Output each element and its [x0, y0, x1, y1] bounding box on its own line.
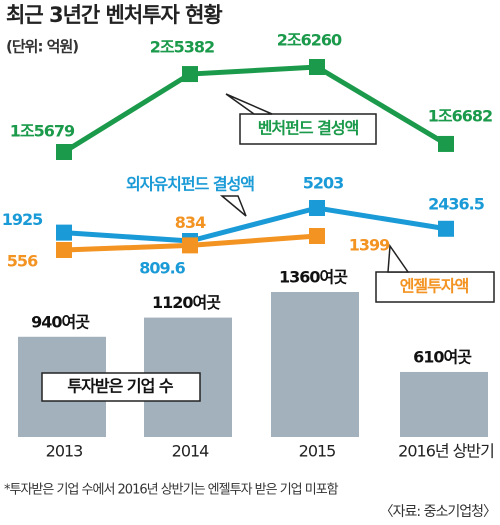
legend-box [41, 372, 201, 402]
source: 〈자료: 중소기업청〉 [380, 504, 496, 520]
x-tick-label: 2014 [172, 442, 210, 461]
point-marker [182, 237, 198, 254]
callout-pointer [387, 243, 410, 273]
point-value-label: 1925 [2, 210, 43, 229]
point-marker [309, 59, 325, 75]
point-marker [438, 220, 454, 237]
point-marker [309, 200, 325, 216]
legend-label: 외자유치펀드 결성액 [126, 175, 254, 194]
callout-pointer [219, 195, 247, 217]
point-marker [438, 135, 454, 152]
point-marker [56, 144, 72, 160]
series-line [63, 205, 447, 244]
point-value-label: 1조5679 [10, 122, 75, 141]
legend-label: 투자받은 기업 수 [67, 377, 173, 396]
bar-value-label: 940여곳 [31, 312, 90, 331]
bar-value-label: 1360여곳 [279, 268, 348, 287]
point-value-label: 5203 [303, 174, 344, 193]
chart-subtitle: (단위: 억원) [6, 38, 78, 56]
x-tick-label: 2016년 상반기 [398, 442, 494, 461]
x-tick-label: 2013 [46, 442, 83, 461]
chart-title: 최근 3년간 벤처투자 현황 [6, 3, 222, 27]
point-value-label: 2조5382 [150, 38, 214, 57]
point-marker [182, 66, 198, 83]
callout-pointer [225, 93, 273, 115]
series-line [62, 64, 448, 155]
x-tick-label: 2015 [299, 442, 336, 461]
bar [271, 292, 359, 437]
legend-box [375, 271, 495, 303]
point-value-label: 1조6682 [428, 106, 492, 125]
point-value-label: 556 [7, 252, 38, 271]
point-value-label: 1399 [349, 236, 390, 255]
legend-label: 엔젤투자액 [400, 277, 469, 296]
point-marker [309, 228, 325, 244]
point-marker [56, 242, 72, 258]
point-value-label: 809.6 [139, 259, 185, 278]
footnote: *투자받은 기업 수에서 2016년 상반기는 엔젤투자 받은 기업 미포함 [4, 483, 339, 498]
point-value-label: 834 [175, 213, 206, 232]
bar [400, 371, 488, 437]
point-value-label: 2436.5 [428, 194, 485, 213]
legend-box [239, 113, 377, 145]
bar-value-label: 610여곳 [413, 347, 472, 366]
bar-value-label: 1120여곳 [152, 293, 221, 312]
legend-label: 벤처펀드 결성액 [258, 119, 359, 138]
point-marker [56, 224, 72, 241]
point-value-label: 2조6260 [277, 31, 342, 50]
